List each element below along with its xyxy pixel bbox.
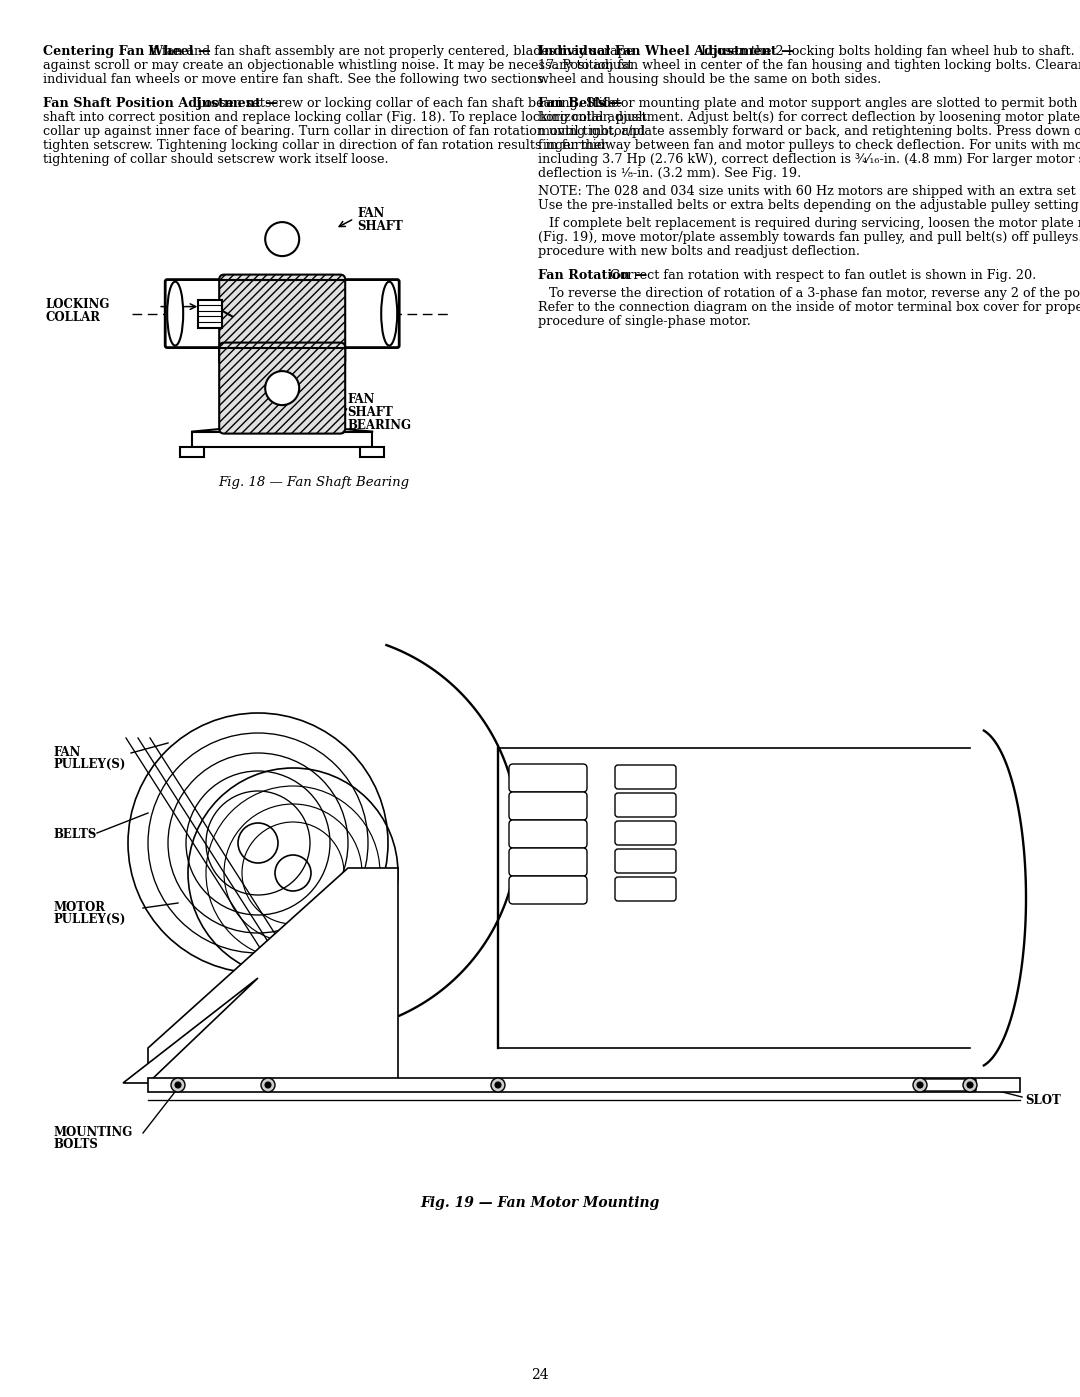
FancyBboxPatch shape (509, 876, 588, 904)
Polygon shape (123, 978, 258, 1083)
Text: horizontal adjustment. Adjust belt(s) for correct deflection by loosening motor : horizontal adjustment. Adjust belt(s) fo… (538, 110, 1080, 124)
Bar (199, 299, 222, 328)
Circle shape (265, 1083, 271, 1088)
FancyBboxPatch shape (219, 342, 346, 433)
Circle shape (491, 1078, 505, 1092)
Text: including 3.7 Hp (2.76 kW), correct deflection is ¾⁄₁₆-in. (4.8 mm) For larger m: including 3.7 Hp (2.76 kW), correct defl… (538, 152, 1080, 166)
Text: Motor mounting plate and motor support angles are slotted to permit both vertica: Motor mounting plate and motor support a… (595, 96, 1080, 110)
Text: MOTOR: MOTOR (53, 901, 105, 914)
Circle shape (913, 1078, 927, 1092)
Text: deflection is ¹⁄₈-in. (3.2 mm). See Fig. 19.: deflection is ¹⁄₈-in. (3.2 mm). See Fig.… (538, 166, 801, 180)
Text: Fan Belts —: Fan Belts — (538, 96, 626, 110)
Bar (192, 432, 373, 447)
Text: moving motor/plate assembly forward or back, and retightening bolts. Press down : moving motor/plate assembly forward or b… (538, 124, 1080, 138)
Ellipse shape (266, 222, 299, 256)
Text: PULLEY(S): PULLEY(S) (53, 759, 125, 771)
Ellipse shape (167, 282, 184, 345)
Text: SLOT: SLOT (1025, 1094, 1061, 1106)
FancyBboxPatch shape (919, 1078, 976, 1091)
Text: LOCKING: LOCKING (45, 298, 109, 310)
Text: Loosen setscrew or locking collar of each fan shaft bearing. Slide: Loosen setscrew or locking collar of eac… (197, 96, 619, 110)
FancyBboxPatch shape (509, 764, 588, 792)
Circle shape (495, 1083, 501, 1088)
FancyBboxPatch shape (509, 820, 588, 848)
Text: tightening of collar should setscrew work itself loose.: tightening of collar should setscrew wor… (43, 152, 389, 166)
Text: finger midway between fan and motor pulleys to check deflection. For units with : finger midway between fan and motor pull… (538, 138, 1080, 152)
Text: NOTE: The 028 and 034 size units with 60 Hz motors are shipped with an extra set: NOTE: The 028 and 034 size units with 60… (538, 184, 1080, 198)
FancyBboxPatch shape (615, 793, 676, 817)
Circle shape (175, 1083, 181, 1088)
FancyBboxPatch shape (509, 848, 588, 876)
Text: BELTS: BELTS (53, 828, 96, 841)
Circle shape (963, 1078, 977, 1092)
Text: individual fan wheels or move entire fan shaft. See the following two sections.: individual fan wheels or move entire fan… (43, 73, 548, 87)
Ellipse shape (381, 282, 397, 345)
Text: wheel and housing should be the same on both sides.: wheel and housing should be the same on … (538, 73, 881, 87)
Text: Individual Fan Wheel Adjustment —: Individual Fan Wheel Adjustment — (538, 45, 798, 59)
Text: Fan Rotation —: Fan Rotation — (538, 270, 651, 282)
Text: shaft into correct position and replace locking collar (Fig. 18). To replace loc: shaft into correct position and replace … (43, 110, 647, 124)
Text: SHAFT: SHAFT (347, 405, 393, 419)
Text: SHAFT: SHAFT (357, 219, 403, 232)
Text: procedure of single-phase motor.: procedure of single-phase motor. (538, 316, 751, 328)
FancyBboxPatch shape (615, 877, 676, 901)
Text: against scroll or may create an objectionable whistling noise. It may be necessa: against scroll or may create an objectio… (43, 59, 633, 73)
FancyBboxPatch shape (219, 275, 346, 366)
Text: 17. Position fan wheel in center of the fan housing and tighten locking bolts. C: 17. Position fan wheel in center of the … (538, 59, 1080, 73)
Bar (180, 447, 204, 457)
FancyBboxPatch shape (165, 279, 400, 348)
Bar (361, 447, 384, 457)
Text: To reverse the direction of rotation of a 3-phase fan motor, reverse any 2 of th: To reverse the direction of rotation of … (549, 288, 1080, 300)
Text: FAN: FAN (347, 393, 375, 405)
Text: FAN: FAN (53, 746, 80, 759)
Text: Centering Fan Wheel —: Centering Fan Wheel — (43, 45, 215, 59)
Text: Refer to the connection diagram on the inside of motor terminal box cover for pr: Refer to the connection diagram on the i… (538, 302, 1080, 314)
Text: COLLAR: COLLAR (45, 310, 100, 324)
Text: Fig. 18 — Fan Shaft Bearing: Fig. 18 — Fan Shaft Bearing (218, 475, 409, 489)
Text: Use the pre-installed belts or extra belts depending on the adjustable pulley se: Use the pre-installed belts or extra bel… (538, 198, 1080, 212)
Text: Correct fan rotation with respect to fan outlet is shown in Fig. 20.: Correct fan rotation with respect to fan… (610, 270, 1036, 282)
FancyBboxPatch shape (615, 849, 676, 873)
Text: If fan and fan shaft assembly are not properly centered, blades may scrape: If fan and fan shaft assembly are not pr… (148, 45, 634, 59)
Text: procedure with new bolts and readjust deflection.: procedure with new bolts and readjust de… (538, 246, 860, 258)
Text: Fig. 19 — Fan Motor Mounting: Fig. 19 — Fan Motor Mounting (420, 1196, 660, 1210)
FancyBboxPatch shape (509, 792, 588, 820)
Circle shape (917, 1083, 923, 1088)
Polygon shape (148, 868, 399, 1083)
Text: PULLEY(S): PULLEY(S) (53, 914, 125, 926)
Text: FAN: FAN (357, 207, 384, 219)
Text: MOUNTING: MOUNTING (53, 1126, 132, 1139)
Text: BOLTS: BOLTS (53, 1139, 98, 1151)
Bar (148, 1078, 1020, 1092)
Text: If complete belt replacement is required during servicing, loosen the motor plat: If complete belt replacement is required… (549, 217, 1080, 231)
Circle shape (171, 1078, 185, 1092)
FancyBboxPatch shape (615, 821, 676, 845)
FancyBboxPatch shape (615, 766, 676, 789)
Text: tighten setscrew. Tightening locking collar in direction of fan rotation results: tighten setscrew. Tightening locking col… (43, 138, 608, 152)
Circle shape (261, 1078, 275, 1092)
Text: (Fig. 19), move motor/plate assembly towards fan pulley, and pull belt(s) off pu: (Fig. 19), move motor/plate assembly tow… (538, 231, 1080, 244)
Text: 24: 24 (531, 1368, 549, 1382)
Circle shape (967, 1083, 973, 1088)
Ellipse shape (266, 372, 299, 405)
Text: Fan Shaft Position Adjustment —: Fan Shaft Position Adjustment — (43, 96, 283, 110)
Text: BEARING: BEARING (347, 419, 411, 432)
Text: collar up against inner face of bearing. Turn collar in direction of fan rotatio: collar up against inner face of bearing.… (43, 124, 645, 138)
Text: Loosen the 2 locking bolts holding fan wheel hub to shaft. See Fig.: Loosen the 2 locking bolts holding fan w… (701, 45, 1080, 59)
